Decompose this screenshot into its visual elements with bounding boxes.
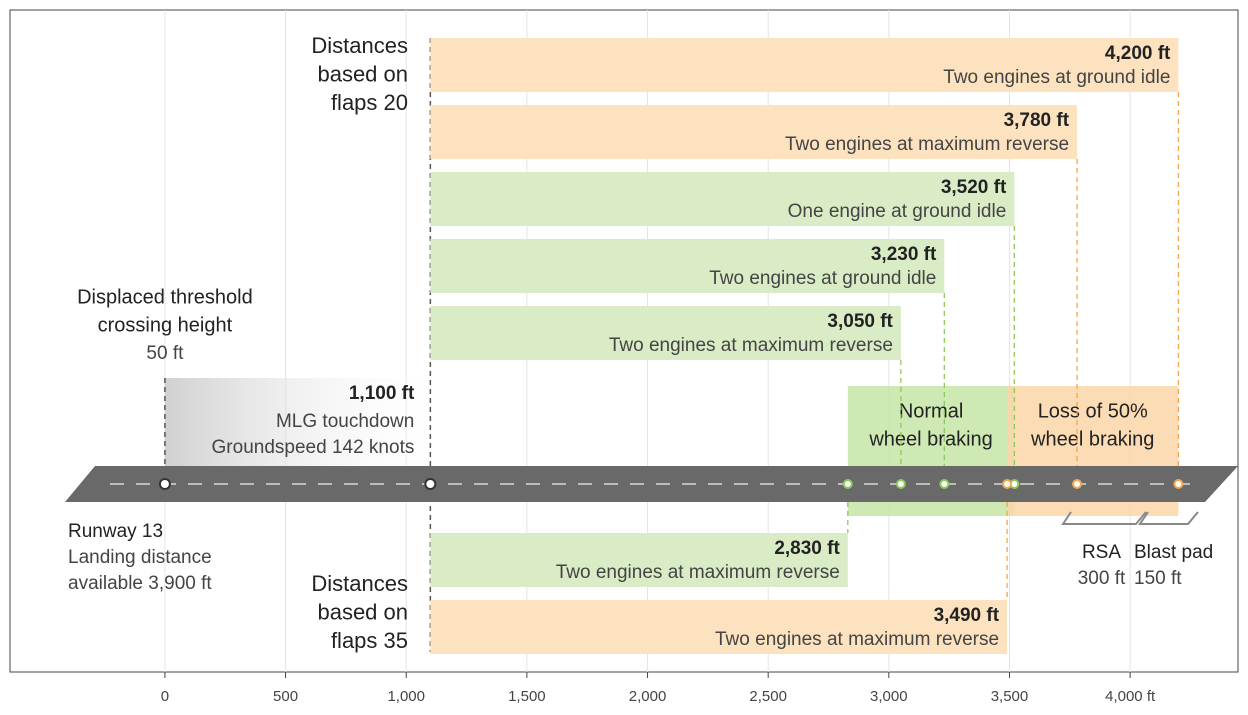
threshold-height: 50 ft: [146, 343, 184, 364]
group-label: Distances: [311, 571, 408, 596]
group-label: flaps 35: [331, 628, 408, 653]
bar-name: Two engines at maximum reverse: [715, 629, 999, 650]
bar-value-label: 4,200 ft: [1105, 43, 1171, 64]
group-label: based on: [317, 599, 408, 624]
touchdown-dot: [425, 479, 435, 489]
runway-label: Runway 13: [68, 521, 163, 542]
zone-label: wheel braking: [1030, 428, 1154, 450]
bar-name: Two engines at maximum reverse: [556, 562, 840, 583]
zone-label: Normal: [899, 400, 963, 422]
x-tick-label: 0: [161, 688, 169, 705]
stop-dot: [1174, 480, 1182, 488]
runway-label: Landing distance: [68, 547, 212, 568]
zone-label: wheel braking: [868, 428, 992, 450]
x-tick-label: 2,500: [749, 688, 787, 705]
x-tick-label: 2,000: [629, 688, 667, 705]
bar-name: One engine at ground idle: [788, 201, 1007, 222]
threshold-label: crossing height: [98, 314, 233, 336]
chart: 0 500 1,000 1,500 2,000 2,500 3,000 3,500 4,000 …: [0, 0, 1248, 710]
bar-name: Two engines at ground idle: [943, 67, 1170, 88]
bar-value-label: 3,230 ft: [871, 244, 937, 265]
bar-value-label: 2,830 ft: [774, 538, 840, 559]
bar-name: Two engines at maximum reverse: [609, 335, 893, 356]
bar-value-label: 3,050 ft: [827, 311, 893, 332]
x-tick-label: 3,000: [870, 688, 908, 705]
bar-name: Two engines at maximum reverse: [785, 134, 1069, 155]
stop-dot: [844, 480, 852, 488]
group-label: based on: [317, 61, 408, 86]
plot: Normal wheel braking Loss of 50% wheel brak…: [65, 33, 1238, 654]
threshold-label: Displaced threshold: [77, 286, 253, 308]
threshold-dot: [160, 479, 170, 489]
x-tick-label: 500: [273, 688, 298, 705]
area-name: Blast pad: [1134, 542, 1213, 563]
x-tick-label: 1,500: [508, 688, 546, 705]
touchdown-label: MLG touchdown: [276, 411, 414, 432]
group-label: Distances: [311, 33, 408, 58]
area-name: RSA: [1082, 542, 1121, 563]
stop-dot: [940, 480, 948, 488]
x-tick-label: 3,500: [991, 688, 1029, 705]
touchdown-value: 1,100 ft: [349, 383, 415, 404]
x-tick-label: 4,000 ft: [1105, 688, 1156, 705]
bar-name: Two engines at ground idle: [709, 268, 936, 289]
zone-label: Loss of 50%: [1038, 400, 1148, 422]
stop-dot: [897, 480, 905, 488]
area-size: 150 ft: [1134, 568, 1182, 589]
bar-value-label: 3,490 ft: [934, 605, 1000, 626]
touchdown-label: Groundspeed 142 knots: [212, 437, 415, 458]
x-tick-label: 1,000: [387, 688, 425, 705]
area-size: 300 ft: [1078, 568, 1126, 589]
bar-value-label: 3,520 ft: [941, 177, 1007, 198]
group-label: flaps 20: [331, 90, 408, 115]
stop-dot: [1003, 480, 1011, 488]
stop-dot: [1073, 480, 1081, 488]
bar-value-label: 3,780 ft: [1004, 110, 1070, 131]
runway-label: available 3,900 ft: [68, 573, 212, 594]
